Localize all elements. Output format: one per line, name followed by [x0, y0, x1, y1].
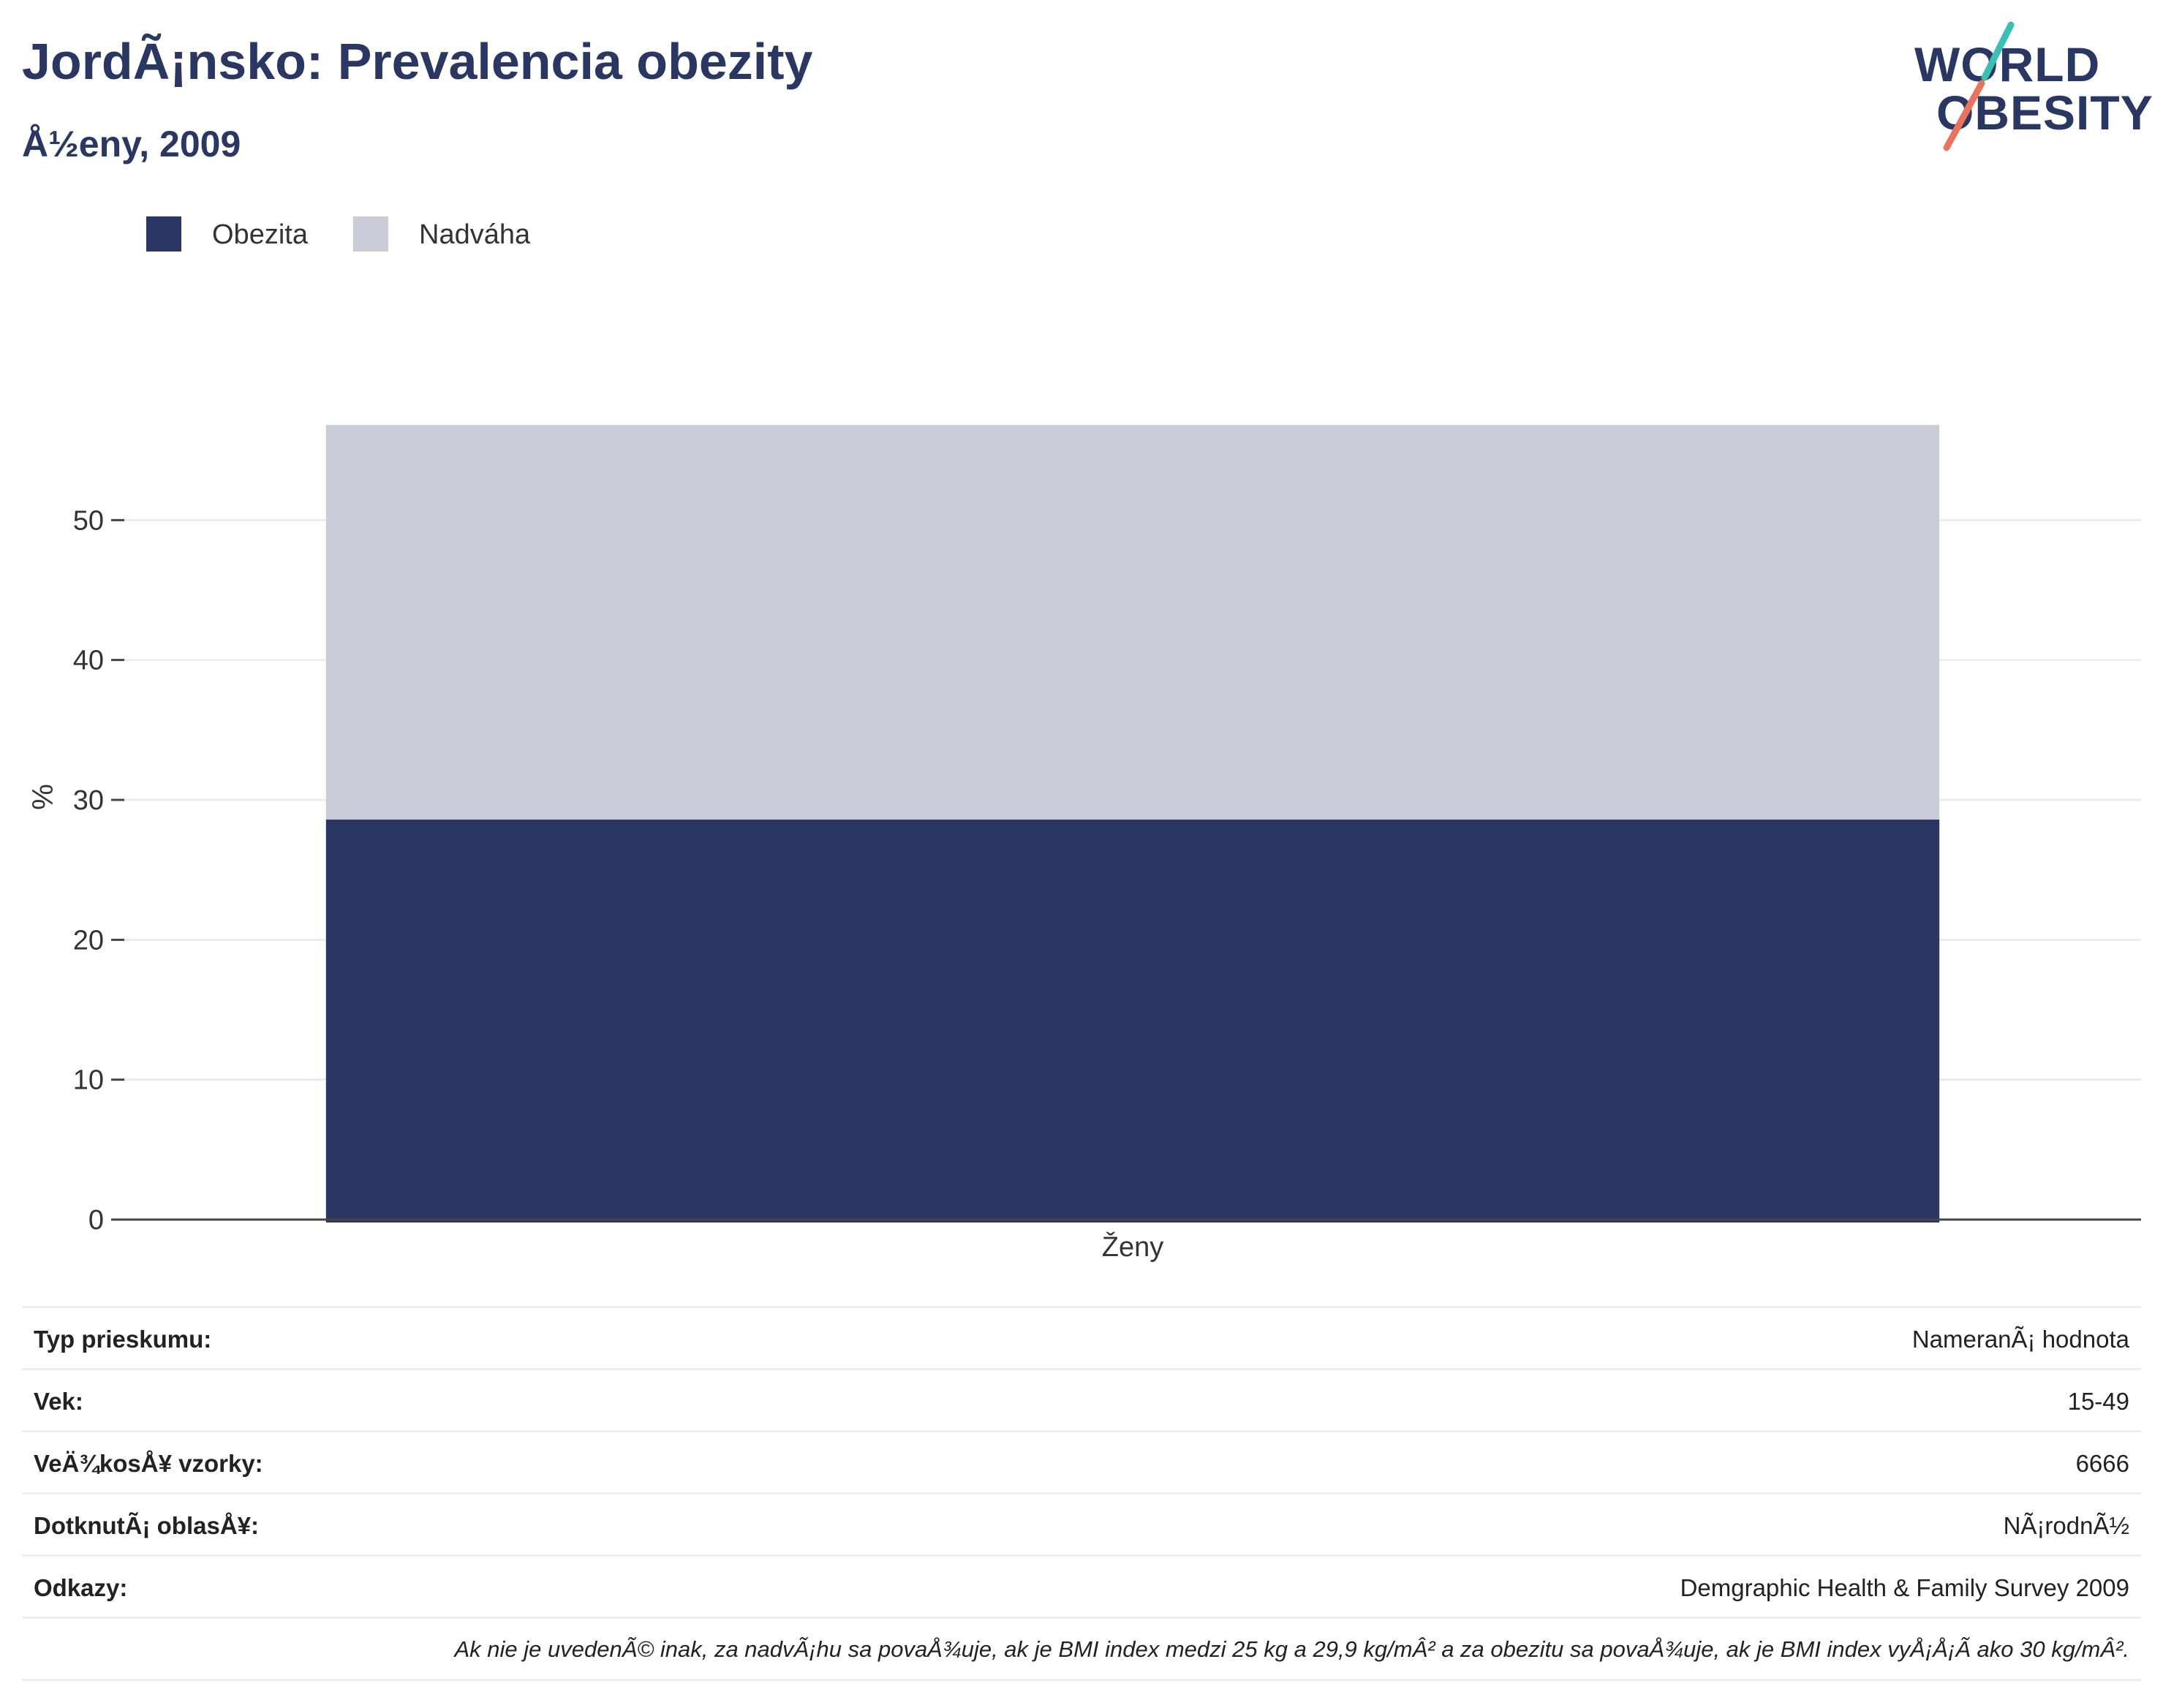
logo-word-world: WORLD	[1914, 37, 2101, 91]
info-value: 6666	[2075, 1450, 2129, 1477]
info-row-survey-type: Typ prieskumu: NameranÃ¡ hodnota	[22, 1306, 2141, 1368]
info-row-sample-size: VeÄ¾kosÅ¥ vzorky: 6666	[22, 1430, 2141, 1492]
x-axis-ticks: Ženy	[1102, 1231, 1163, 1263]
y-tick-label: 20	[73, 925, 104, 956]
bars	[325, 425, 1940, 1223]
info-note-text: Ak nie je uvedenÃ© inak, za nadvÃ¡hu sa …	[454, 1636, 2130, 1662]
y-tick-label: 0	[88, 1205, 104, 1236]
info-key: Odkazy:	[34, 1574, 128, 1601]
legend-swatch-obezita	[146, 216, 181, 252]
y-tick-label: 30	[73, 785, 104, 816]
info-row-age: Vek: 15-49	[22, 1368, 2141, 1430]
info-value: NameranÃ¡ hodnota	[1911, 1326, 2129, 1353]
world-obesity-logo[interactable]: WORLD OBESITY	[1909, 20, 2157, 152]
bar-obezita[interactable]	[325, 819, 1940, 1223]
info-row-references: Odkazy: Demgraphic Health & Family Surve…	[22, 1554, 2141, 1617]
y-tick-label: 40	[73, 646, 104, 676]
y-axis-ticks: 0 10 20 30 40 50	[73, 505, 124, 1236]
y-tick-label: 50	[73, 505, 104, 536]
info-key: VeÄ¾kosÅ¥ vzorky:	[34, 1450, 263, 1477]
info-value: 15-49	[2067, 1388, 2129, 1415]
chart-subtitle: Å½eny, 2009	[22, 124, 241, 165]
chart-title: JordÃ¡nsko: Prevalencia obezity	[22, 33, 813, 90]
info-key: DotknutÃ¡ oblasÅ¥:	[34, 1512, 259, 1539]
x-tick-label: Ženy	[1102, 1231, 1163, 1263]
legend-label-obezita: Obezita	[212, 219, 308, 250]
legend-label-nadvaha: Nadváha	[419, 219, 531, 250]
info-value: Demgraphic Health & Family Survey 2009	[1680, 1574, 2129, 1601]
logo-slash-icon	[1943, 21, 2015, 151]
bar-nadváha[interactable]	[325, 425, 1940, 820]
info-note: Ak nie je uvedenÃ© inak, za nadvÃ¡hu sa …	[22, 1617, 2141, 1681]
info-row-area: DotknutÃ¡ oblasÅ¥: NÃ¡rodnÃ½	[22, 1492, 2141, 1554]
info-key: Typ prieskumu:	[34, 1326, 212, 1353]
info-value: NÃ¡rodnÃ½	[2003, 1512, 2129, 1539]
y-tick-label: 10	[73, 1065, 104, 1096]
bar-chart: 0 10 20 30 40 50 Ženy %	[27, 425, 2141, 1263]
y-axis-label: %	[27, 784, 59, 810]
legend-swatch-nadvaha	[353, 216, 388, 252]
info-table: Typ prieskumu: NameranÃ¡ hodnota Vek: 15…	[22, 1306, 2141, 1681]
info-key: Vek:	[34, 1388, 83, 1415]
